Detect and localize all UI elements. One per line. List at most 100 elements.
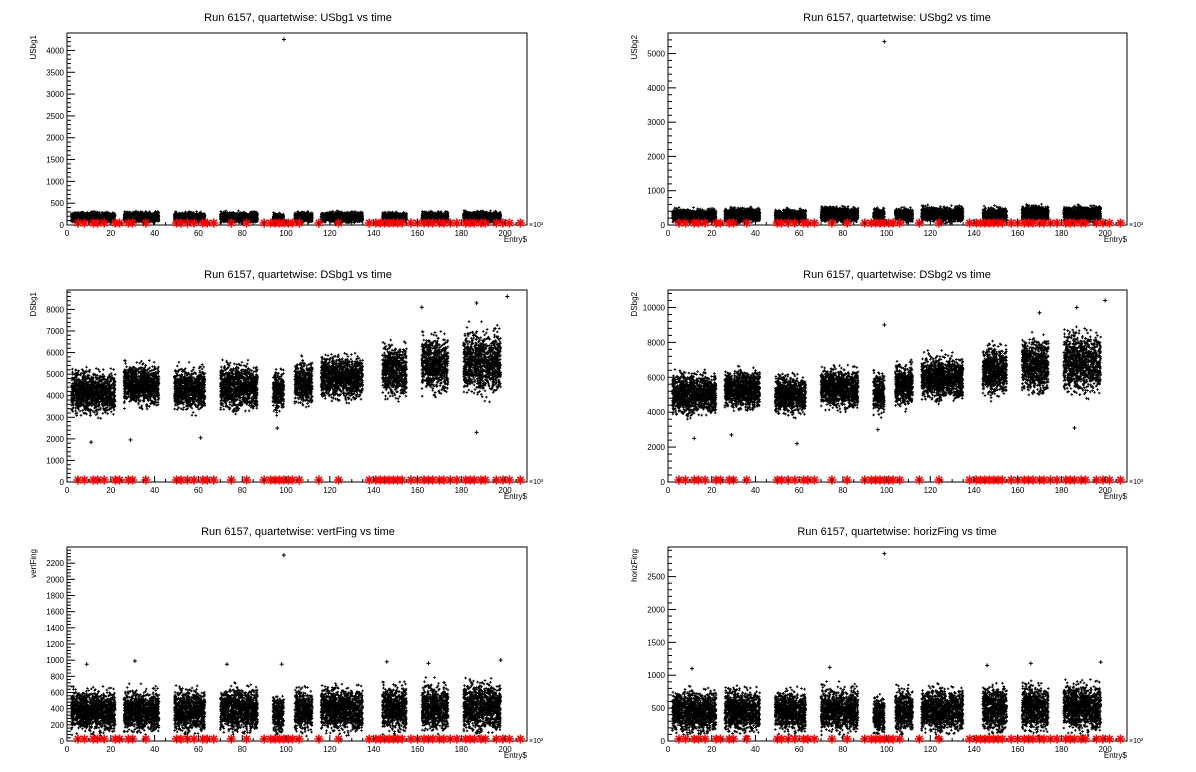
y-axis: 0 2000 4000 6000 8000 10000 DSbg2	[630, 291, 676, 487]
x-tick-label: 120	[323, 745, 337, 754]
red-marker	[680, 475, 690, 485]
data-cluster	[894, 205, 915, 225]
outlier-point	[985, 663, 990, 668]
y-axis: 0 200 400 600 800 1000 1200 1400 1600 1800 2000 220…	[29, 546, 75, 746]
y-axis-label: USbg1	[29, 34, 38, 59]
data-cluster	[773, 685, 807, 738]
red-marker	[842, 218, 852, 228]
x-axis-exponent: ×10³	[1129, 738, 1144, 745]
x-tick-label: 160	[411, 229, 425, 238]
red-marker	[480, 218, 490, 228]
red-marker	[209, 734, 219, 744]
red-marker	[202, 475, 212, 485]
x-tick-label: 100	[279, 486, 293, 495]
x-tick-label: 0	[666, 229, 671, 238]
outlier-point	[690, 666, 695, 671]
data-cluster	[122, 359, 161, 411]
red-marker	[99, 734, 109, 744]
red-marker	[99, 475, 109, 485]
x-tick-label: 120	[323, 486, 337, 495]
x-tick-label: 140	[367, 486, 381, 495]
x-tick-label: 40	[150, 229, 159, 238]
red-marker	[934, 734, 944, 744]
red-marker	[242, 475, 252, 485]
x-axis-exponent: ×10³	[529, 479, 544, 486]
red-marker	[1052, 475, 1062, 485]
red-marker	[895, 475, 905, 485]
red-marker	[480, 475, 490, 485]
data-cluster	[1020, 330, 1050, 397]
x-tick-label: 160	[411, 486, 425, 495]
y-tick-label: 4000	[46, 46, 64, 55]
x-tick-label: 140	[367, 745, 381, 754]
red-marker	[452, 475, 462, 485]
data-cluster	[671, 206, 718, 226]
x-tick-label: 160	[1011, 745, 1025, 754]
red-marker	[715, 475, 725, 485]
chart-title: Run 6157, quartetwise: USbg1 vs time	[204, 12, 392, 24]
x-tick-label: 0	[65, 486, 70, 495]
data-cluster	[773, 371, 807, 420]
y-tick-label: 1000	[647, 187, 665, 196]
x-tick-label: 180	[455, 229, 469, 238]
outlier-point	[275, 426, 280, 431]
x-tick-label: 180	[1055, 745, 1069, 754]
red-marker	[700, 475, 710, 485]
red-marker	[176, 734, 186, 744]
red-marker	[469, 218, 479, 228]
x-tick-label: 200	[1098, 745, 1112, 754]
red-marker	[700, 734, 710, 744]
x-axis-label: Entry$	[1104, 492, 1128, 501]
data-cluster	[122, 209, 161, 225]
data-cluster	[671, 368, 718, 421]
x-tick-label: 120	[924, 745, 938, 754]
data-cluster	[70, 685, 117, 739]
x-tick-label: 140	[967, 229, 981, 238]
red-marker	[288, 475, 298, 485]
outlier-point	[1028, 661, 1033, 666]
red-marker	[1115, 218, 1125, 228]
y-tick-label: 8000	[647, 338, 665, 347]
chart-panel-6: Run 6157, quartetwise: horizFing vs time…	[630, 526, 1144, 760]
red-marker	[1091, 475, 1101, 485]
outlier-point	[1074, 305, 1079, 310]
red-marker	[1006, 475, 1016, 485]
data-cluster	[920, 203, 965, 225]
data-cluster	[819, 204, 860, 225]
red-marker	[397, 475, 407, 485]
data-cluster	[671, 684, 718, 740]
x-tick-label: 20	[707, 486, 716, 495]
red-marker	[790, 475, 800, 485]
outlier-point	[875, 427, 880, 432]
y-tick-label: 1000	[46, 656, 64, 665]
x-tick-label: 100	[880, 229, 894, 238]
x-tick-label: 60	[795, 745, 804, 754]
x-tick-label: 60	[194, 745, 203, 754]
red-marker	[1006, 734, 1016, 744]
red-marker	[1115, 475, 1125, 485]
red-marker	[790, 218, 800, 228]
outlier-point	[279, 662, 284, 667]
data-cluster	[981, 339, 1009, 403]
red-marker	[334, 734, 344, 744]
x-tick-label: 20	[106, 486, 115, 495]
x-tick-label: 20	[707, 229, 716, 238]
data-cluster	[381, 338, 408, 403]
outlier-point	[474, 300, 479, 305]
x-tick-label: 180	[455, 486, 469, 495]
x-tick-label: 0	[65, 745, 70, 754]
red-marker	[80, 734, 90, 744]
red-marker	[790, 734, 800, 744]
x-tick-label: 0	[666, 745, 671, 754]
outlier-point	[84, 662, 89, 667]
red-marker	[742, 475, 752, 485]
x-tick-label: 200	[1098, 229, 1112, 238]
y-tick-label: 0	[60, 478, 65, 487]
red-marker	[1052, 218, 1062, 228]
data-cluster	[872, 692, 886, 735]
outlier-point	[1072, 425, 1077, 430]
x-tick-label: 40	[751, 229, 760, 238]
red-marker	[294, 734, 304, 744]
red-marker	[294, 475, 304, 485]
